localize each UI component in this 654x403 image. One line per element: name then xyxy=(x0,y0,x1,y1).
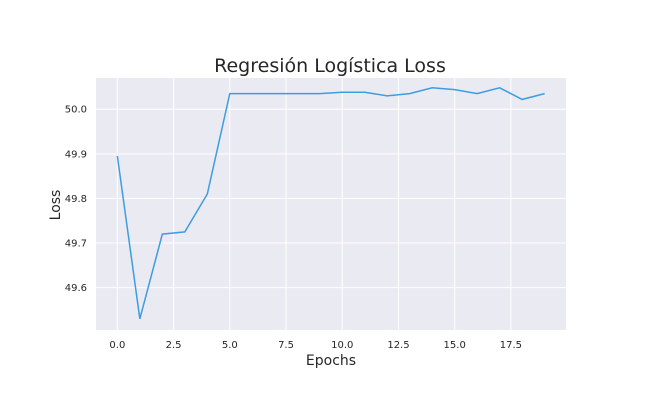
chart-title: Regresión Logística Loss xyxy=(214,55,446,77)
y-axis-label: Loss xyxy=(48,190,64,221)
plot-area xyxy=(96,78,566,330)
x-tick-label: 10.0 xyxy=(331,340,353,351)
y-tick-label: 49.6 xyxy=(65,283,87,294)
y-tick-label: 49.8 xyxy=(65,194,87,205)
x-tick-label: 0.0 xyxy=(109,340,125,351)
y-tick-label: 49.7 xyxy=(65,239,87,250)
x-gridlines xyxy=(116,78,512,330)
y-tick-label: 49.9 xyxy=(65,149,87,160)
x-axis-label: Epochs xyxy=(306,353,356,369)
x-tick-label: 5.0 xyxy=(222,340,238,351)
x-tick-labels: 0.0 2.5 5.0 7.5 10.0 12.5 15.0 17.5 xyxy=(109,340,522,351)
x-tick-label: 12.5 xyxy=(387,340,409,351)
x-tick-label: 7.5 xyxy=(278,340,294,351)
x-tick-label: 17.5 xyxy=(500,340,522,351)
series-line xyxy=(116,87,545,320)
y-tick-labels: 49.6 49.7 49.8 49.9 50.0 xyxy=(65,105,87,294)
x-tick-label: 15.0 xyxy=(444,340,466,351)
y-gridlines xyxy=(96,108,566,289)
y-tick-label: 50.0 xyxy=(65,105,87,116)
x-tick-label: 2.5 xyxy=(166,340,182,351)
